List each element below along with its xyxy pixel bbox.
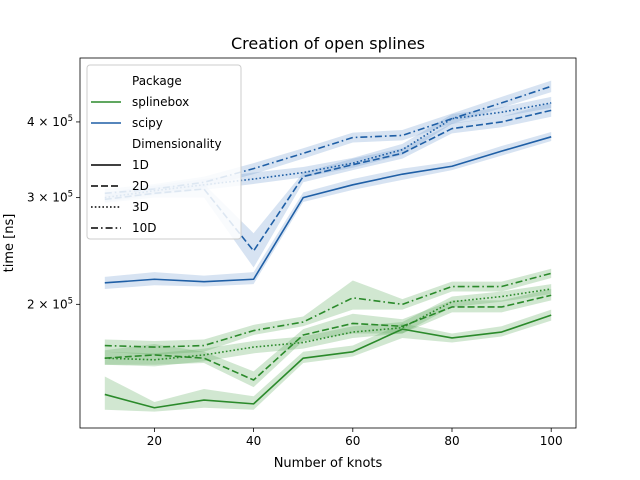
line-scipy-3d — [104, 102, 552, 199]
x-tick-label: 60 — [345, 434, 360, 448]
legend-dim-1d-label: 1D — [132, 158, 149, 172]
band-splinebox-3d — [104, 284, 552, 367]
x-tick-label: 80 — [444, 434, 459, 448]
line-scipy-1d — [104, 136, 552, 284]
y-tick-label: 2 × 105 — [27, 296, 73, 311]
series-lines — [104, 85, 552, 409]
legend-title-dimensionality: Dimensionality — [132, 137, 222, 151]
x-tick-label: 40 — [246, 434, 261, 448]
chart-title: Creation of open splines — [231, 34, 425, 53]
x-axis-label: Number of knots — [274, 456, 383, 471]
band-splinebox-2d — [104, 288, 552, 388]
legend-splinebox-label: splinebox — [132, 95, 189, 109]
plot-frame — [79, 57, 577, 429]
x-axis: 20 40 60 80 100 — [147, 428, 563, 448]
legend-scipy-label: scipy — [132, 116, 163, 130]
y-axis-label: time [ns] — [2, 214, 17, 273]
legend-box — [86, 64, 242, 240]
legend-title-package: Package — [132, 74, 182, 88]
y-axis: 2 × 105 3 × 105 4 × 105 — [27, 114, 80, 311]
y-tick-label: 4 × 105 — [27, 114, 73, 129]
y-tick-label: 3 × 105 — [27, 190, 73, 205]
line-splinebox-2d — [104, 294, 552, 381]
legend-dim-3d-label: 3D — [132, 200, 149, 214]
legend-dim-2d-label: 2D — [132, 179, 149, 193]
x-tick-label: 100 — [540, 434, 563, 448]
line-splinebox-10d — [104, 272, 552, 348]
legend: Package splinebox scipy Dimensionality 1D 2D 3… — [86, 64, 242, 240]
line-splinebox-3d — [104, 288, 552, 361]
band-scipy-3d — [104, 96, 552, 203]
legend-dim-10d-label: 10D — [132, 221, 157, 235]
band-scipy-1d — [104, 131, 552, 289]
x-tick-label: 20 — [147, 434, 162, 448]
line-splinebox-1d — [104, 314, 552, 409]
